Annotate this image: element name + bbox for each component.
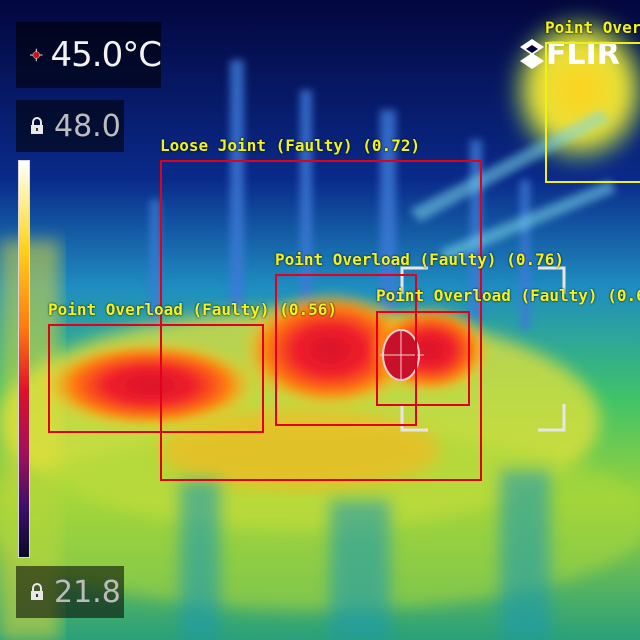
- detection-box-point-overload-076[interactable]: [275, 274, 417, 426]
- crosshair-spot-icon: [30, 48, 43, 62]
- roi-frame: [400, 266, 566, 432]
- min-temperature-value: 21.8: [54, 574, 121, 610]
- lock-icon: [31, 117, 43, 134]
- detection-label-point-overload-076: Point Overload (Faulty) (0.76): [275, 250, 564, 269]
- spot-temperature-value: 45.0°C: [50, 35, 162, 75]
- detection-box-loose-joint[interactable]: [160, 160, 482, 481]
- flir-logo-icon: [520, 39, 544, 69]
- detection-box-point-overload-edge[interactable]: [545, 42, 640, 183]
- lock-icon: [31, 583, 43, 600]
- detection-label-point-overload-edge: Point Over: [545, 18, 640, 37]
- detection-box-point-overload-06[interactable]: [376, 311, 470, 406]
- min-temperature-readout: 21.8: [16, 566, 124, 618]
- detection-label-loose-joint: Loose Joint (Faulty) (0.72): [160, 136, 421, 155]
- temperature-scale-bar: [18, 160, 30, 558]
- max-temperature-value: 48.0: [54, 108, 121, 144]
- spot-temperature-readout: 45.0°C: [16, 22, 162, 88]
- detection-box-point-overload-056[interactable]: [48, 324, 264, 433]
- detection-label-point-overload-056: Point Overload (Faulty) (0.56): [48, 300, 337, 319]
- detection-label-point-overload-06: Point Overload (Faulty) (0.6: [376, 286, 640, 305]
- max-temperature-readout: 48.0: [16, 100, 124, 152]
